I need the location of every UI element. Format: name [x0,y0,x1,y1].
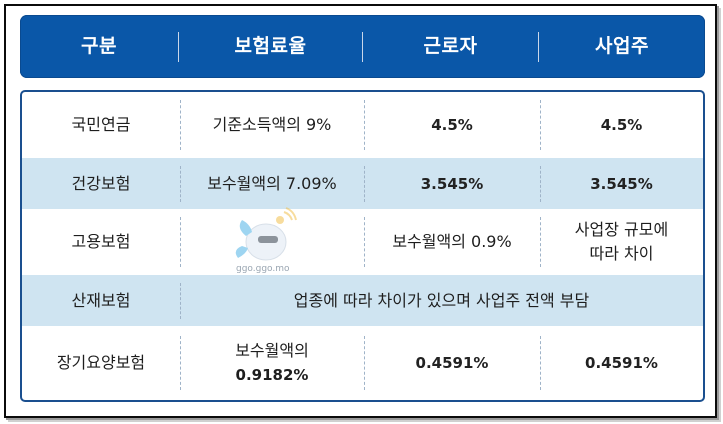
header-divider [178,32,179,62]
row-rate: 보수월액의 0.9182% [180,326,364,400]
table-row: 건강보험 보수월액의 7.09% 3.545% 3.545% [22,158,703,209]
table-header: 구분 보험료율 근로자 사업주 [20,15,705,78]
row-name: 고용보험 [71,232,131,251]
table-row: 고용보험 보수월액의 0.9% 사업장 규모에 따라 차이 [22,209,703,275]
row-rate-line1: 보수월액의 [235,341,309,360]
row-worker: 보수월액의 0.9% [392,232,512,251]
row-rate-line2: 0.9182% [235,366,309,384]
table-row: 산재보험 업종에 따라 차이가 있으며 사업주 전액 부담 [22,275,703,326]
column-divider [364,166,365,202]
row-name: 산재보험 [71,290,131,310]
row-worker: 0.4591% [415,354,489,372]
column-divider [364,217,365,267]
table-row: 국민연금 기준소득액의 9% 4.5% 4.5% [22,92,703,158]
header-employer: 사업주 [595,35,649,57]
row-worker: 4.5% [431,116,473,134]
column-divider [180,166,181,202]
table-row: 장기요양보험 보수월액의 0.9182% 0.4591% 0.4591% [22,326,703,400]
row-employer: 4.5% [600,116,643,134]
column-divider [540,166,541,202]
header-rate: 보험료율 [234,35,307,57]
column-divider [540,100,541,150]
column-divider [180,283,181,319]
row-rate: 보수월액의 7.09% [207,173,337,193]
row-employer: 0.4591% [585,354,658,372]
row-worker: 3.545% [420,174,484,193]
row-employer: 3.545% [590,174,653,193]
row-employer: 사업장 규모에 따라 차이 [540,209,703,275]
header-category: 구분 [81,35,117,57]
row-name: 장기요양보험 [56,353,146,372]
column-divider [364,336,365,390]
column-divider [180,336,181,390]
header-divider [538,32,539,62]
column-divider [540,217,541,267]
row-employer-line2: 따라 차이 [589,244,654,263]
outer-frame [4,4,717,418]
header-worker: 근로자 [423,35,478,57]
watermark-text: ggo.ggo.mo [236,264,290,274]
row-name: 국민연금 [71,115,131,134]
mascot-icon [235,207,297,261]
row-merged-note: 업종에 따라 차이가 있으며 사업주 전액 부담 [293,290,590,310]
row-rate: 기준소득액의 9% [212,115,332,134]
column-divider [540,336,541,390]
insurance-table: 국민연금 기준소득액의 9% 4.5% 4.5% 건강보험 보수월액의 7.09… [20,90,705,402]
column-divider [180,217,181,267]
header-divider [362,32,363,62]
column-divider [364,100,365,150]
row-employer-line1: 사업장 규모에 [574,220,669,239]
row-name: 건강보험 [71,173,131,193]
column-divider [180,100,181,150]
